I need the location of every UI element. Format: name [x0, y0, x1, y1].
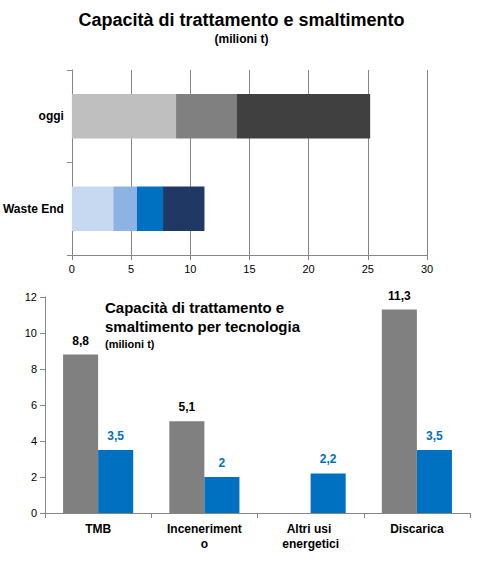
svg-text:0: 0 — [31, 507, 37, 519]
svg-text:8,8: 8,8 — [72, 334, 89, 348]
svg-text:Waste End: Waste End — [3, 202, 64, 216]
svg-text:2: 2 — [31, 471, 37, 483]
svg-text:11,3: 11,3 — [388, 289, 411, 303]
svg-text:(milioni t): (milioni t) — [105, 338, 155, 350]
svg-text:25: 25 — [362, 263, 374, 275]
svg-text:Capacità di trattamento e: Capacità di trattamento e — [105, 299, 288, 316]
svg-text:4: 4 — [31, 435, 37, 447]
svg-text:TMB: TMB — [85, 522, 111, 536]
svg-text:oggi: oggi — [39, 109, 64, 123]
svg-text:Capacità di trattamento e smal: Capacità di trattamento e smaltimento — [78, 10, 404, 30]
svg-text:o: o — [201, 537, 208, 551]
svg-text:0: 0 — [69, 263, 75, 275]
svg-text:2: 2 — [219, 456, 226, 470]
svg-text:Inceneriment: Inceneriment — [167, 522, 242, 536]
svg-text:smaltimento per tecnologia: smaltimento per tecnologia — [105, 318, 301, 335]
svg-text:5: 5 — [128, 263, 134, 275]
svg-text:(milioni t): (milioni t) — [215, 32, 269, 46]
svg-text:5,1: 5,1 — [179, 400, 196, 414]
svg-text:15: 15 — [243, 263, 255, 275]
svg-text:20: 20 — [303, 263, 315, 275]
svg-text:12: 12 — [25, 291, 37, 303]
svg-text:10: 10 — [25, 327, 37, 339]
svg-text:8: 8 — [31, 363, 37, 375]
svg-text:10: 10 — [184, 263, 196, 275]
svg-text:2,2: 2,2 — [320, 452, 337, 466]
svg-text:30: 30 — [421, 263, 433, 275]
svg-text:energetici: energetici — [282, 537, 339, 551]
svg-text:Altri usi: Altri usi — [287, 522, 335, 536]
svg-text:Discarica: Discarica — [390, 522, 444, 536]
svg-text:3,5: 3,5 — [426, 429, 443, 443]
svg-text:3,5: 3,5 — [107, 429, 124, 443]
svg-text:6: 6 — [31, 399, 37, 411]
